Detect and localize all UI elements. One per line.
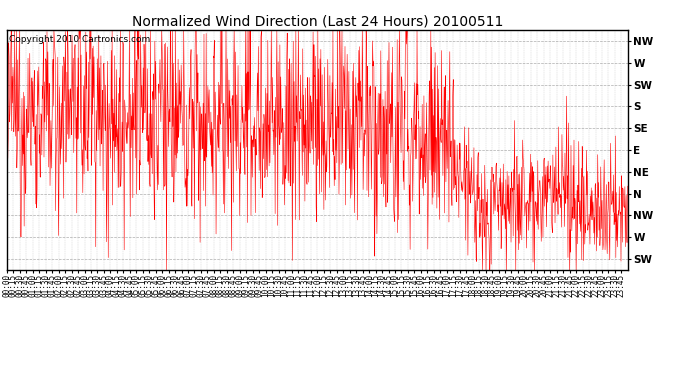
Title: Normalized Wind Direction (Last 24 Hours) 20100511: Normalized Wind Direction (Last 24 Hours… bbox=[132, 15, 503, 29]
Text: Copyright 2010 Cartronics.com: Copyright 2010 Cartronics.com bbox=[9, 35, 150, 44]
